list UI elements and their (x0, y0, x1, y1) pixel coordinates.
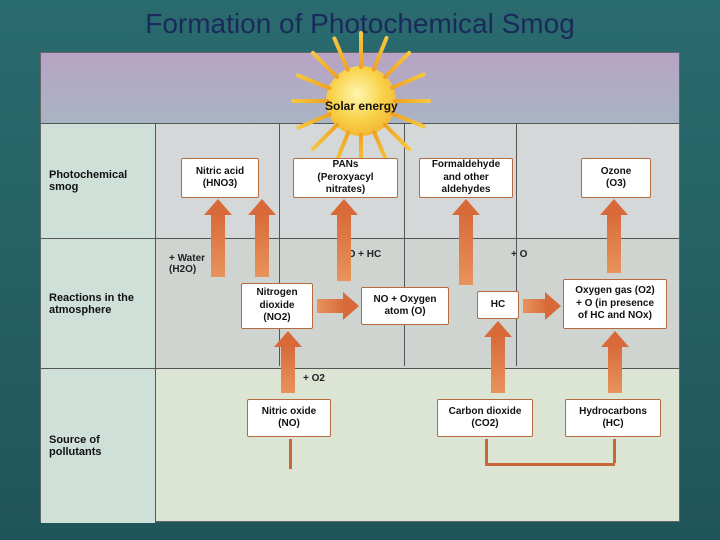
box-nitric-acid: Nitric acid(HNO3) (181, 158, 259, 198)
solar-energy-label: Solar energy (325, 99, 398, 113)
annot-o2: + O2 (303, 373, 325, 384)
row-label-smog: Photochemical smog (41, 124, 156, 238)
box-no2: Nitrogendioxide(NO2) (241, 283, 313, 329)
arrow-up (491, 335, 505, 393)
box-ozone: Ozone(O3) (581, 158, 651, 198)
box-hc-mid: HC (477, 291, 519, 319)
arrow-up (255, 213, 269, 277)
box-pans: PANs(Peroxyacyl nitrates) (293, 158, 398, 198)
box-aldehydes: Formaldehydeand other aldehydes (419, 158, 513, 198)
box-no-o: NO + Oxygenatom (O) (361, 287, 449, 325)
row-label-solar (41, 53, 156, 123)
box-no: Nitric oxide(NO) (247, 399, 331, 437)
row-label-source: Source of pollutants (41, 369, 156, 523)
arrow-up (608, 345, 622, 393)
vline (279, 123, 280, 366)
arrow-up (607, 213, 621, 273)
box-o2-o: Oxygen gas (O2)+ O (in presenceof HC and… (563, 279, 667, 329)
box-co2: Carbon dioxide(CO2) (437, 399, 533, 437)
arrow-up (281, 345, 295, 393)
arrow-right (523, 299, 547, 313)
annot-o: + O (511, 249, 527, 260)
vline (516, 123, 517, 366)
arrow-up (337, 213, 351, 281)
box-hc-src: Hydrocarbons(HC) (565, 399, 661, 437)
arrow-right (317, 299, 345, 313)
annot-water: + Water (H2O) (169, 253, 205, 275)
arrow-up (459, 213, 473, 285)
arrow-up (211, 213, 225, 277)
row-source: Source of pollutants (41, 368, 679, 523)
smog-diagram: Photochemical smog Reactions in the atmo… (40, 52, 680, 522)
row-label-reactions: Reactions in the atmosphere (41, 239, 156, 368)
